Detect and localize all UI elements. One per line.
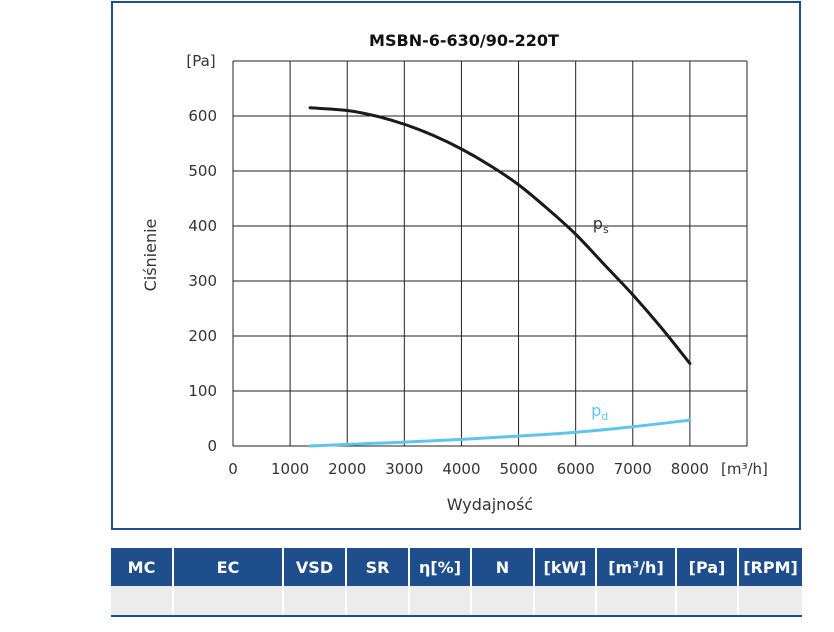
header-rpm: [RPM] xyxy=(738,548,802,586)
series-label-pd: pd xyxy=(591,401,608,423)
grid xyxy=(232,60,748,447)
y-tick-label: 600 xyxy=(188,107,217,125)
y-tick-label: 300 xyxy=(188,272,217,290)
y-tick-label: 0 xyxy=(207,437,217,455)
y-tick-label: 100 xyxy=(188,382,217,400)
x-tick-label: 5000 xyxy=(499,460,537,478)
header-pa: [Pa] xyxy=(676,548,739,586)
header-n: N xyxy=(471,548,535,586)
series-line-ps xyxy=(308,106,692,365)
series-label-ps: ps xyxy=(593,214,609,236)
cell-mc xyxy=(111,586,174,617)
cell-kw xyxy=(534,586,597,617)
cell-rpm xyxy=(738,586,802,617)
chart-title: MSBN-6-630/90-220T xyxy=(369,31,559,50)
x-tick-labels: 0 1000 2000 3000 4000 5000 6000 7000 8000 xyxy=(228,460,709,478)
series-lines xyxy=(308,106,692,448)
x-tick-label: 0 xyxy=(228,460,238,478)
y-axis-title: Ciśnienie xyxy=(141,219,160,292)
x-tick-label: 3000 xyxy=(385,460,423,478)
x-tick-label: 1000 xyxy=(271,460,309,478)
x-tick-label: 2000 xyxy=(328,460,366,478)
y-tick-label: 500 xyxy=(188,162,217,180)
x-tick-label: 6000 xyxy=(557,460,595,478)
x-axis-title: Wydajność xyxy=(447,495,533,514)
table-header-row: MC EC VSD SR η[%] N [kW] [m³/h] [Pa] [RP… xyxy=(111,548,802,586)
spec-table: MC EC VSD SR η[%] N [kW] [m³/h] [Pa] [RP… xyxy=(111,548,802,617)
y-tick-label: 400 xyxy=(188,217,217,235)
header-mc: MC xyxy=(111,548,174,586)
cell-flow xyxy=(596,586,677,617)
x-tick-label: 7000 xyxy=(614,460,652,478)
cell-ec xyxy=(173,586,284,617)
y-tick-label: 200 xyxy=(188,327,217,345)
header-sr: SR xyxy=(346,548,410,586)
chart-frame: MSBN-6-630/90-220T [Pa] Ciśnienie Wydajn… xyxy=(111,1,801,530)
table-row xyxy=(111,586,802,617)
cell-vsd xyxy=(283,586,347,617)
cell-n xyxy=(471,586,535,617)
header-efficiency: η[%] xyxy=(409,548,472,586)
series-labels: ps pd xyxy=(591,214,609,423)
header-kw: [kW] xyxy=(534,548,597,586)
x-tick-label: 4000 xyxy=(442,460,480,478)
header-vsd: VSD xyxy=(283,548,347,586)
x-tick-label: 8000 xyxy=(671,460,709,478)
performance-chart: MSBN-6-630/90-220T [Pa] Ciśnienie Wydajn… xyxy=(141,31,768,514)
y-unit-label: [Pa] xyxy=(186,52,215,70)
x-unit-label: [m³/h] xyxy=(721,460,768,478)
cell-pa xyxy=(676,586,739,617)
cell-sr xyxy=(346,586,410,617)
header-flow: [m³/h] xyxy=(596,548,677,586)
y-tick-labels: 0 100 200 300 400 500 600 xyxy=(188,107,217,455)
series-line-pd xyxy=(308,418,692,448)
cell-efficiency xyxy=(409,586,472,617)
header-ec: EC xyxy=(173,548,284,586)
